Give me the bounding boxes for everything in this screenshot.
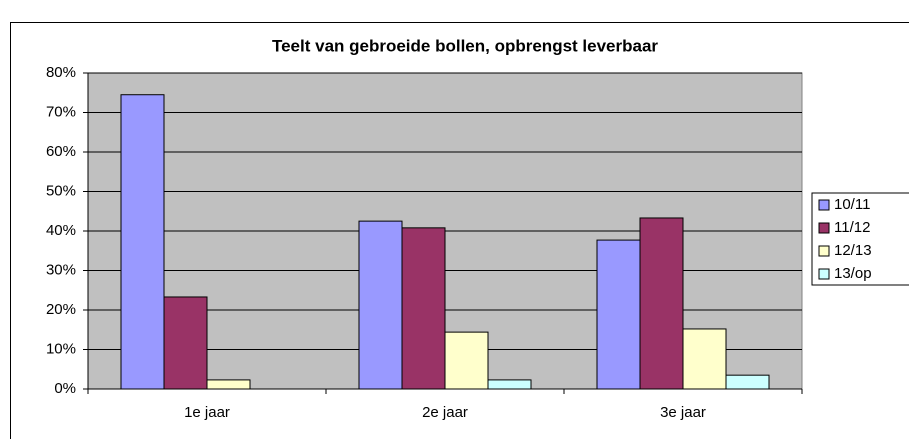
y-tick-label: 50% xyxy=(46,182,76,199)
legend-swatch xyxy=(818,245,830,257)
x-tick-label: 1e jaar xyxy=(184,404,230,421)
legend-swatch xyxy=(818,199,830,211)
y-tick-label: 80% xyxy=(46,64,76,81)
bar xyxy=(120,94,165,390)
y-tick-label: 20% xyxy=(46,301,76,318)
bar xyxy=(358,220,403,390)
legend-label: 13/op xyxy=(834,265,872,282)
y-tick-label: 60% xyxy=(46,143,76,160)
x-tick-label: 3e jaar xyxy=(660,404,706,421)
bar xyxy=(682,328,727,390)
bar xyxy=(444,331,489,390)
y-tick-label: 10% xyxy=(46,340,76,357)
bar xyxy=(401,227,446,390)
y-tick-label: 30% xyxy=(46,261,76,278)
legend-swatch xyxy=(818,222,830,234)
x-tick-label: 2e jaar xyxy=(422,404,468,421)
y-tick-label: 40% xyxy=(46,222,76,239)
bar xyxy=(596,239,641,390)
bar xyxy=(163,296,208,390)
y-tick-label: 70% xyxy=(46,103,76,120)
y-tick-label: 0% xyxy=(54,380,76,397)
bar xyxy=(639,217,684,390)
legend-label: 10/11 xyxy=(834,196,870,213)
bar xyxy=(206,379,251,390)
bar xyxy=(725,374,770,390)
legend-label: 11/12 xyxy=(834,219,870,236)
chart-title: Teelt van gebroeide bollen, opbrengst le… xyxy=(272,36,658,55)
legend-swatch xyxy=(818,268,830,280)
legend-label: 12/13 xyxy=(834,242,872,259)
bar xyxy=(487,379,532,390)
